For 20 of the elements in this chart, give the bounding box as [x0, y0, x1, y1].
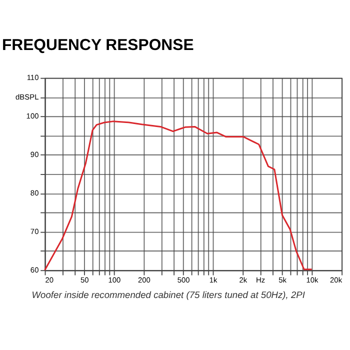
x-tick-label: 50 [80, 276, 89, 285]
x-tick-label: 200 [138, 276, 150, 285]
x-tick-label: 500 [177, 276, 190, 285]
text: Woofer inside recommended cabinet (75 liters tuned at 50Hz), 2PI [32, 290, 306, 300]
y-tick-label: 90 [30, 150, 39, 160]
x-tick-label: 5k [278, 276, 287, 285]
y-tick-label: 70 [30, 227, 39, 236]
y-tick-label: 110 [26, 73, 39, 82]
x-tick-label: 100 [108, 276, 121, 285]
y-tick-label: 80 [30, 188, 39, 198]
y-tick-label: dBSPL [16, 92, 39, 102]
x-tick-label: 10k [306, 276, 319, 285]
x-tick-label: 20 [45, 276, 54, 285]
chart-title: FREQUENCY RESPONSE [2, 36, 194, 54]
x-tick-label: 20k [330, 276, 342, 285]
x-tick-label: Hz [256, 276, 266, 285]
x-tick-label: 2k [239, 276, 248, 285]
x-tick-label: 1k [209, 276, 218, 285]
y-tick-label: 100 [26, 112, 39, 121]
y-tick-label: 60 [30, 265, 39, 274]
